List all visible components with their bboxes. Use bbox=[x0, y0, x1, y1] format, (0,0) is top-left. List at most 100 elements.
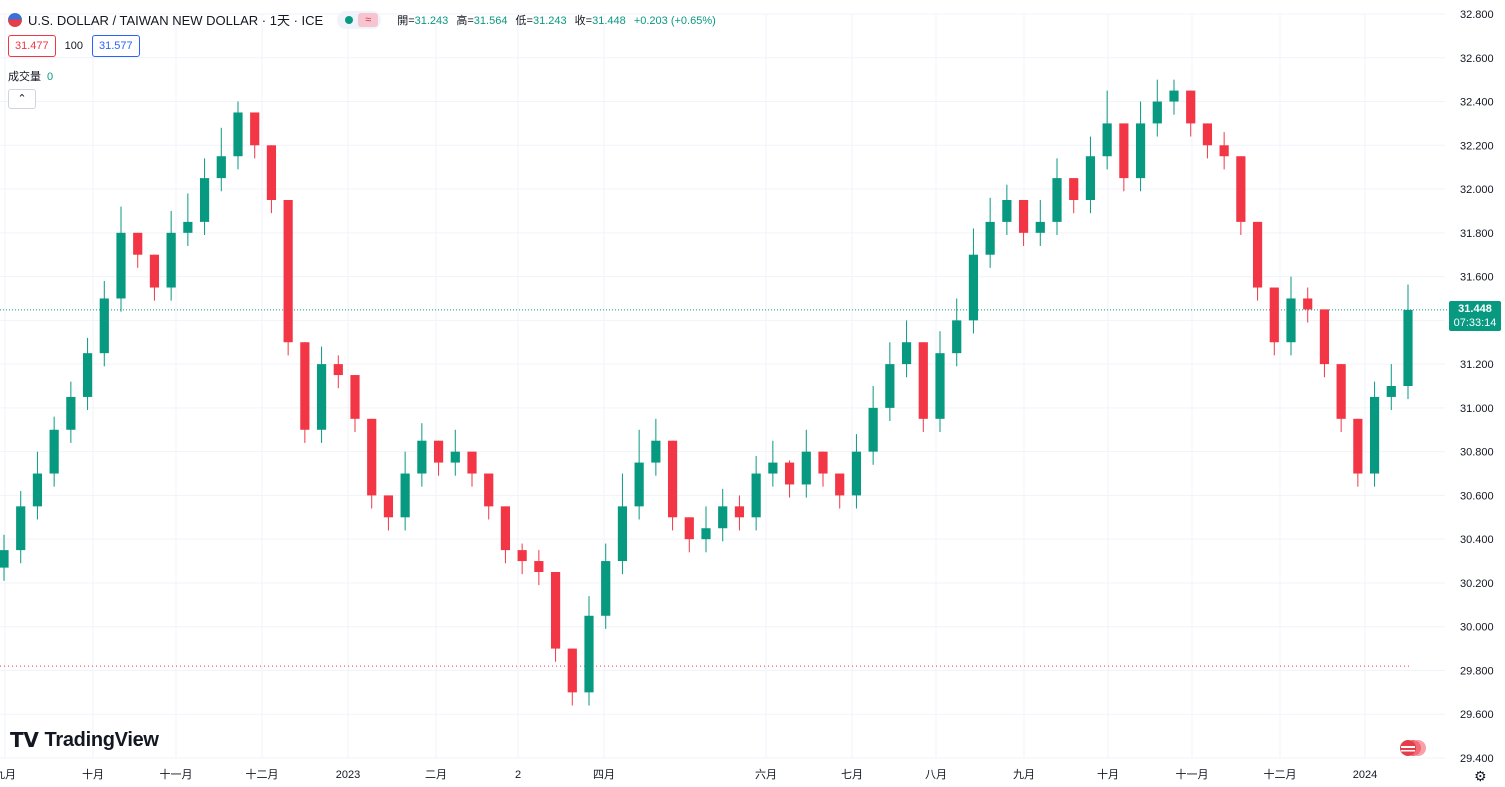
candle-body bbox=[734, 506, 745, 518]
candle-body bbox=[584, 615, 594, 693]
candle-body bbox=[484, 473, 494, 507]
candle-body bbox=[400, 473, 410, 518]
candle-body bbox=[1102, 123, 1112, 157]
y-tick-label: 32.600 bbox=[1460, 53, 1494, 65]
currency-flag-icon bbox=[8, 12, 22, 27]
candle-body bbox=[684, 517, 694, 540]
candle-body bbox=[1069, 178, 1079, 200]
candle-body bbox=[1269, 287, 1279, 343]
candle-body bbox=[333, 364, 343, 376]
change-value: +0.203 (+0.65%) bbox=[633, 14, 716, 27]
candle-body bbox=[667, 440, 678, 518]
candle-body bbox=[768, 462, 778, 474]
candle-body bbox=[1035, 221, 1045, 233]
candle-body bbox=[1135, 123, 1146, 179]
candle-body bbox=[99, 298, 109, 354]
quantity[interactable]: 100 bbox=[64, 40, 84, 52]
x-tick-label: 2 bbox=[515, 769, 521, 781]
candle-body bbox=[149, 254, 160, 288]
candle-body bbox=[1369, 396, 1380, 474]
currency-flags-icon[interactable] bbox=[1398, 738, 1428, 758]
close-label: 收= bbox=[574, 14, 593, 27]
candles bbox=[0, 79, 1413, 706]
open-label: 開= bbox=[397, 14, 415, 27]
candle-body bbox=[82, 353, 93, 397]
y-tick-label: 32.800 bbox=[1460, 9, 1494, 21]
market-status-pill[interactable]: ≈ bbox=[337, 10, 382, 29]
candle-body bbox=[634, 462, 644, 507]
candle-body bbox=[1052, 178, 1062, 222]
candle-body bbox=[250, 112, 260, 146]
candle-body bbox=[450, 451, 460, 463]
sell-price-button[interactable]: 31.477 bbox=[8, 35, 56, 57]
symbol-title[interactable]: U.S. DOLLAR / TAIWAN NEW DOLLAR · 1天 · I… bbox=[28, 13, 324, 28]
candle-body bbox=[32, 473, 43, 507]
market-open-dot-icon bbox=[345, 15, 354, 24]
x-tick-label: 九月 bbox=[0, 768, 16, 781]
volume-value: 0 bbox=[47, 71, 54, 83]
logo-text: TradingView bbox=[44, 729, 159, 751]
candle-body bbox=[1152, 101, 1162, 124]
candle-body bbox=[1336, 364, 1346, 419]
last-price-label: 31.448 07:33:14 bbox=[1449, 301, 1501, 331]
candle-body bbox=[266, 145, 277, 200]
candle-body bbox=[885, 364, 895, 408]
candle-body bbox=[985, 221, 995, 255]
candle-body bbox=[1119, 123, 1129, 179]
x-tick-label: 七月 bbox=[841, 768, 863, 781]
candle-body bbox=[1353, 418, 1363, 474]
candle-body bbox=[1236, 156, 1246, 222]
candle-body bbox=[1319, 309, 1330, 365]
y-tick-label: 29.600 bbox=[1460, 709, 1494, 721]
ohlc-values: 開=31.243 高=31.564 低=31.243 收=31.448 +0.2… bbox=[397, 12, 721, 28]
candle-body bbox=[868, 407, 878, 452]
candle-body bbox=[1018, 200, 1029, 233]
candle-body bbox=[1169, 90, 1179, 102]
candle-body bbox=[383, 495, 394, 518]
open-value: 31.243 bbox=[414, 14, 449, 27]
candle-body bbox=[417, 440, 427, 474]
chart-grid bbox=[0, 13, 1445, 759]
candle-body bbox=[183, 221, 193, 233]
high-value: 31.564 bbox=[473, 14, 508, 27]
candle-body bbox=[835, 473, 845, 496]
x-tick-label: 十一月 bbox=[160, 767, 193, 781]
countdown: 07:33:14 bbox=[1453, 317, 1497, 329]
price-axis: 32.800 32.600 32.400 32.200 32.000 31.800 31.6… bbox=[1460, 9, 1494, 765]
candle-body bbox=[718, 506, 728, 529]
y-tick-label: 30.000 bbox=[1460, 622, 1494, 634]
collapse-legend-button[interactable]: ⌃ bbox=[8, 89, 36, 109]
candle-body bbox=[517, 550, 527, 562]
volume-legend: 成交量 0 bbox=[8, 68, 53, 84]
candle-body bbox=[601, 561, 611, 616]
tradingview-logo[interactable]: 𝗧𝗩 TradingView bbox=[10, 728, 159, 753]
candle-body bbox=[617, 506, 628, 562]
y-tick-label: 31.000 bbox=[1460, 403, 1494, 415]
candle-body bbox=[651, 440, 661, 463]
trade-row: 31.477 100 31.577 bbox=[8, 35, 140, 57]
candle-body bbox=[133, 232, 143, 255]
candle-body bbox=[784, 462, 795, 485]
buy-price-button[interactable]: 31.577 bbox=[92, 35, 140, 57]
candle-body bbox=[116, 232, 126, 299]
close-value: 31.448 bbox=[592, 14, 626, 27]
y-tick-label: 29.800 bbox=[1460, 665, 1494, 677]
candle-body bbox=[935, 353, 945, 419]
candle-body bbox=[199, 178, 210, 222]
candle-body bbox=[500, 506, 511, 551]
gear-icon[interactable]: ⚙ bbox=[1474, 768, 1487, 784]
y-tick-label: 32.000 bbox=[1460, 184, 1494, 196]
candle-body bbox=[968, 254, 979, 321]
candle-body bbox=[367, 418, 377, 496]
candle-body bbox=[433, 440, 444, 463]
x-tick-label: 四月 bbox=[593, 769, 615, 781]
candle-body bbox=[0, 550, 9, 568]
volume-label: 成交量 bbox=[8, 71, 41, 83]
candle-body bbox=[300, 342, 310, 430]
x-tick-label: 九月 bbox=[1013, 768, 1035, 781]
candle-body bbox=[1286, 298, 1296, 343]
candle-body bbox=[1002, 200, 1012, 222]
x-tick-label: 十二月 bbox=[1264, 767, 1297, 781]
candle-body bbox=[283, 200, 293, 343]
